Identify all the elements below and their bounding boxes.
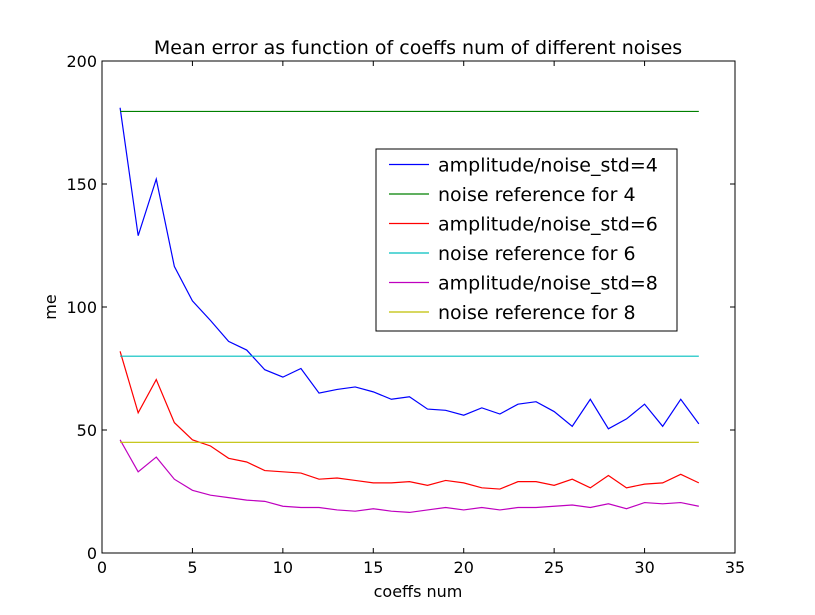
x-tick-label: 25 <box>544 558 564 577</box>
legend-frame <box>375 148 678 332</box>
x-tick-label: 5 <box>187 558 197 577</box>
series-layer <box>119 107 700 514</box>
x-tick-label: 35 <box>725 558 745 577</box>
series-line-5 <box>119 439 699 514</box>
y-tick-label: 100 <box>66 298 97 317</box>
legend-label-2: noise reference for 4 <box>438 184 636 206</box>
series-line-3 <box>119 351 700 490</box>
y-axis-label: me <box>41 294 60 319</box>
x-tick-labels: 0 5 10 15 20 25 30 35 <box>97 558 745 577</box>
legend-label-1: amplitude/noise_std=4 <box>438 155 658 177</box>
series-line-1 <box>119 107 700 430</box>
x-axis-label: coeffs num <box>374 582 463 601</box>
legend-label-5: amplitude/noise_std=8 <box>438 273 658 295</box>
y-tick-labels: 0 50 100 150 200 <box>66 52 97 563</box>
y-tick-label: 50 <box>77 421 97 440</box>
x-tick-label: 30 <box>634 558 654 577</box>
x-tick-label: 10 <box>273 558 293 577</box>
legend-label-4: noise reference for 6 <box>438 243 636 265</box>
legend-label-6: noise reference for 8 <box>438 302 636 324</box>
x-tick-label: 15 <box>363 558 383 577</box>
plot-area <box>101 60 736 554</box>
x-tick-label: 20 <box>454 558 474 577</box>
y-tick-label: 0 <box>87 544 97 563</box>
y-tick-label: 200 <box>66 52 97 71</box>
axes-frame <box>101 60 736 554</box>
chart-title: Mean error as function of coeffs num of … <box>154 37 682 59</box>
x-tick-label: 0 <box>97 558 107 577</box>
legend-label-3: amplitude/noise_std=6 <box>438 214 658 236</box>
y-tick-label: 150 <box>66 175 97 194</box>
